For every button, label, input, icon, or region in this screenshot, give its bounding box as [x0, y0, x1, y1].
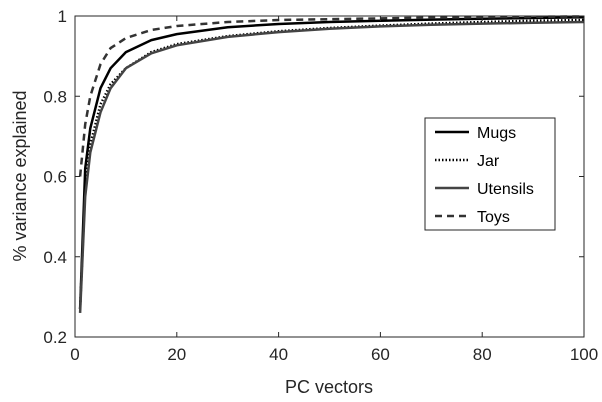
x-tick-label: 100 [570, 345, 598, 364]
x-tick-label: 60 [371, 345, 390, 364]
series-layer [78, 15, 585, 313]
y-tick-label: 0.8 [43, 87, 67, 106]
legend-label-mugs: Mugs [477, 125, 516, 142]
x-tick-label: 0 [70, 345, 79, 364]
legend-label-utensils: Utensils [477, 181, 534, 198]
legend-box [424, 117, 556, 231]
legend-label-toys: Toys [477, 209, 510, 226]
axes-layer: 0 20 40 60 80 100 0.2 0.4 0.6 0.8 1 [43, 7, 598, 364]
series-line-mugs [78, 15, 585, 309]
y-axis-label: % variance explained [10, 90, 30, 261]
x-tick-label: 40 [269, 345, 288, 364]
series-line-utensils [78, 20, 585, 313]
y-tick-label: 1 [58, 7, 67, 26]
y-tick-label: 0.4 [43, 248, 67, 267]
y-tick-label: 0.6 [43, 168, 67, 187]
y-tick-label: 0.2 [43, 328, 67, 347]
x-axis-label: PC vectors [285, 377, 373, 397]
series-line-toys [78, 15, 585, 177]
x-tick-label: 80 [473, 345, 492, 364]
x-tick-label: 20 [167, 345, 186, 364]
legend: Mugs Jar Utensils Toys [424, 117, 556, 231]
legend-label-jar: Jar [477, 153, 500, 170]
